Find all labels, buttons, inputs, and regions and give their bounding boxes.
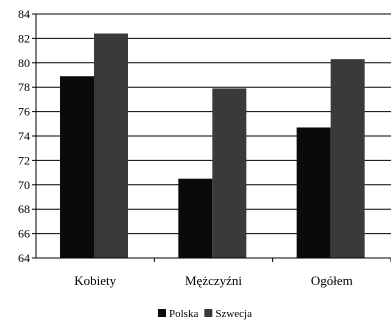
legend-swatch-szwecja	[204, 309, 213, 317]
y-tick-label: 80	[18, 56, 30, 70]
y-tick-label: 78	[18, 80, 30, 94]
bar-polska-0	[60, 76, 94, 258]
y-tick-label: 64	[18, 251, 30, 265]
axes	[35, 14, 391, 262]
legend: Polska Szwecja	[158, 308, 252, 320]
bar-polska-1	[178, 178, 213, 258]
x-category-label: Kobiety	[74, 273, 116, 288]
y-tick-label: 66	[18, 227, 30, 241]
y-tick-label: 70	[18, 178, 30, 192]
y-tick-label: 76	[18, 105, 30, 119]
bar-szwecja-1	[212, 88, 247, 258]
legend-label-polska: Polska	[169, 308, 198, 320]
bar-polska-2	[296, 127, 331, 259]
bar-szwecja-2	[330, 59, 365, 258]
legend-swatch-polska	[158, 309, 166, 317]
x-category-label: Ogółem	[311, 273, 353, 288]
y-axis-ticks: 64 66 68 70 72 74 76 78 80 82 84	[18, 7, 36, 265]
y-tick-label: 72	[18, 153, 30, 167]
bar-szwecja-0	[94, 33, 128, 258]
x-category-label: Mężczyźni	[185, 273, 242, 288]
y-tick-label: 74	[18, 129, 30, 143]
y-tick-label: 82	[18, 31, 30, 45]
x-axis-labels: Kobiety Mężczyźni Ogółem	[74, 273, 353, 288]
y-tick-label: 68	[18, 202, 30, 216]
bars	[60, 33, 365, 259]
legend-label-szwecja: Szwecja	[215, 308, 252, 320]
y-tick-label: 84	[18, 7, 30, 21]
